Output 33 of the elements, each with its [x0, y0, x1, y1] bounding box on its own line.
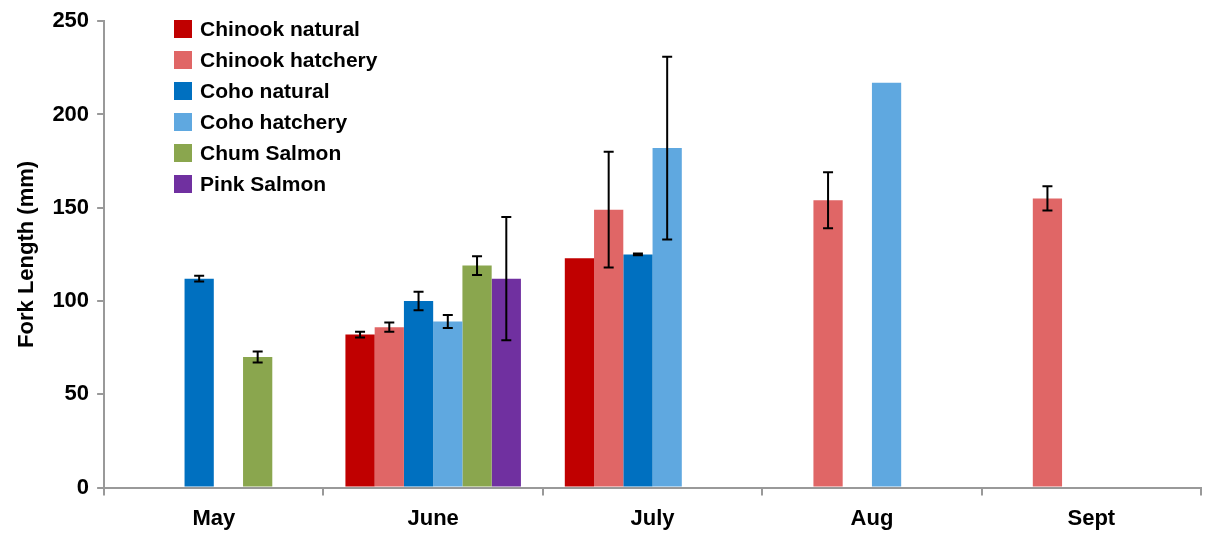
bar [813, 200, 843, 487]
bar [345, 334, 375, 487]
x-tick-label: July [630, 504, 676, 530]
bar [652, 148, 682, 487]
bar [1032, 198, 1063, 487]
bar [564, 258, 595, 487]
bar [594, 209, 624, 487]
y-tick-label: 250 [52, 7, 90, 33]
legend-label: Chinook natural [200, 16, 360, 41]
y-tick-label: 0 [76, 473, 90, 499]
x-tick-label: May [192, 504, 236, 530]
legend-label: Coho natural [200, 78, 330, 103]
y-tick-label: 150 [52, 193, 90, 219]
bar [433, 321, 463, 487]
x-tick-label: June [407, 504, 459, 530]
bar [623, 254, 653, 487]
legend-label: Chum Salmon [200, 140, 342, 165]
y-tick-label: 100 [52, 287, 90, 313]
bar [374, 327, 404, 487]
bar [184, 278, 214, 487]
y-tick-label: 200 [52, 100, 90, 126]
legend-label: Chinook hatchery [200, 47, 378, 72]
y-tick-label: 50 [64, 380, 90, 406]
x-tick-label: Aug [850, 504, 894, 530]
legend-label: Coho hatchery [200, 109, 348, 134]
y-axis-title: Fork Length (mm) [13, 160, 39, 348]
bar [871, 82, 902, 487]
legend-label: Pink Salmon [200, 171, 327, 196]
bar [491, 278, 521, 487]
bar [243, 357, 273, 487]
bar [403, 301, 434, 487]
x-tick-label: Sept [1067, 504, 1116, 530]
bar [462, 265, 492, 487]
